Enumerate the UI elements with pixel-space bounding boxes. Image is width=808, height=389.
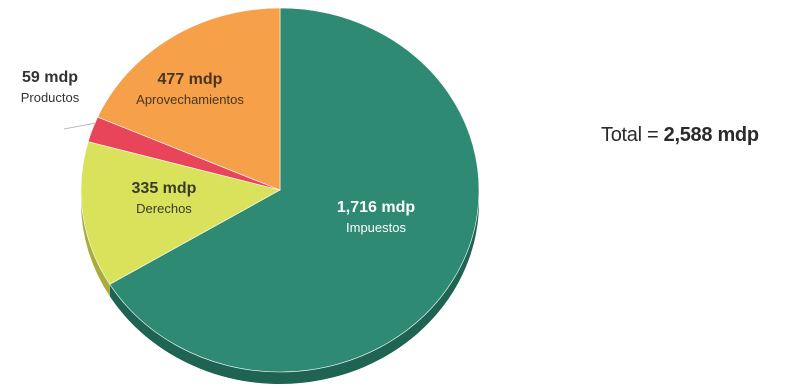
slice-side-derechos	[81, 190, 110, 297]
leader-line-productos	[63, 122, 97, 130]
slice-label-aprovechamientos: Aprovechamientos	[136, 92, 244, 107]
slice-impuestos	[109, 7, 480, 373]
slice-value-productos: 59 mdp	[22, 69, 78, 86]
slice-derechos	[80, 141, 281, 285]
slice-value-aprovechamientos: 477 mdp	[158, 71, 223, 88]
pie-side	[81, 190, 479, 384]
slice-label-productos: Productos	[21, 90, 80, 105]
total-label: Total = 2,588 mdp	[601, 124, 759, 147]
slice-value-impuestos: 1,716 mdp	[337, 199, 415, 216]
slice-aprovechamientos	[97, 7, 281, 191]
slice-value-derechos: 335 mdp	[132, 180, 197, 197]
slice-labels: 1,716 mdp Impuestos 335 mdp Derechos 59 mdp P…	[21, 69, 416, 235]
slice-label-impuestos: Impuestos	[346, 220, 406, 235]
total-value: 2,588 mdp	[663, 124, 759, 146]
slice-label-derechos: Derechos	[136, 201, 192, 216]
pie-top	[80, 7, 480, 373]
total-prefix: Total =	[601, 124, 664, 146]
